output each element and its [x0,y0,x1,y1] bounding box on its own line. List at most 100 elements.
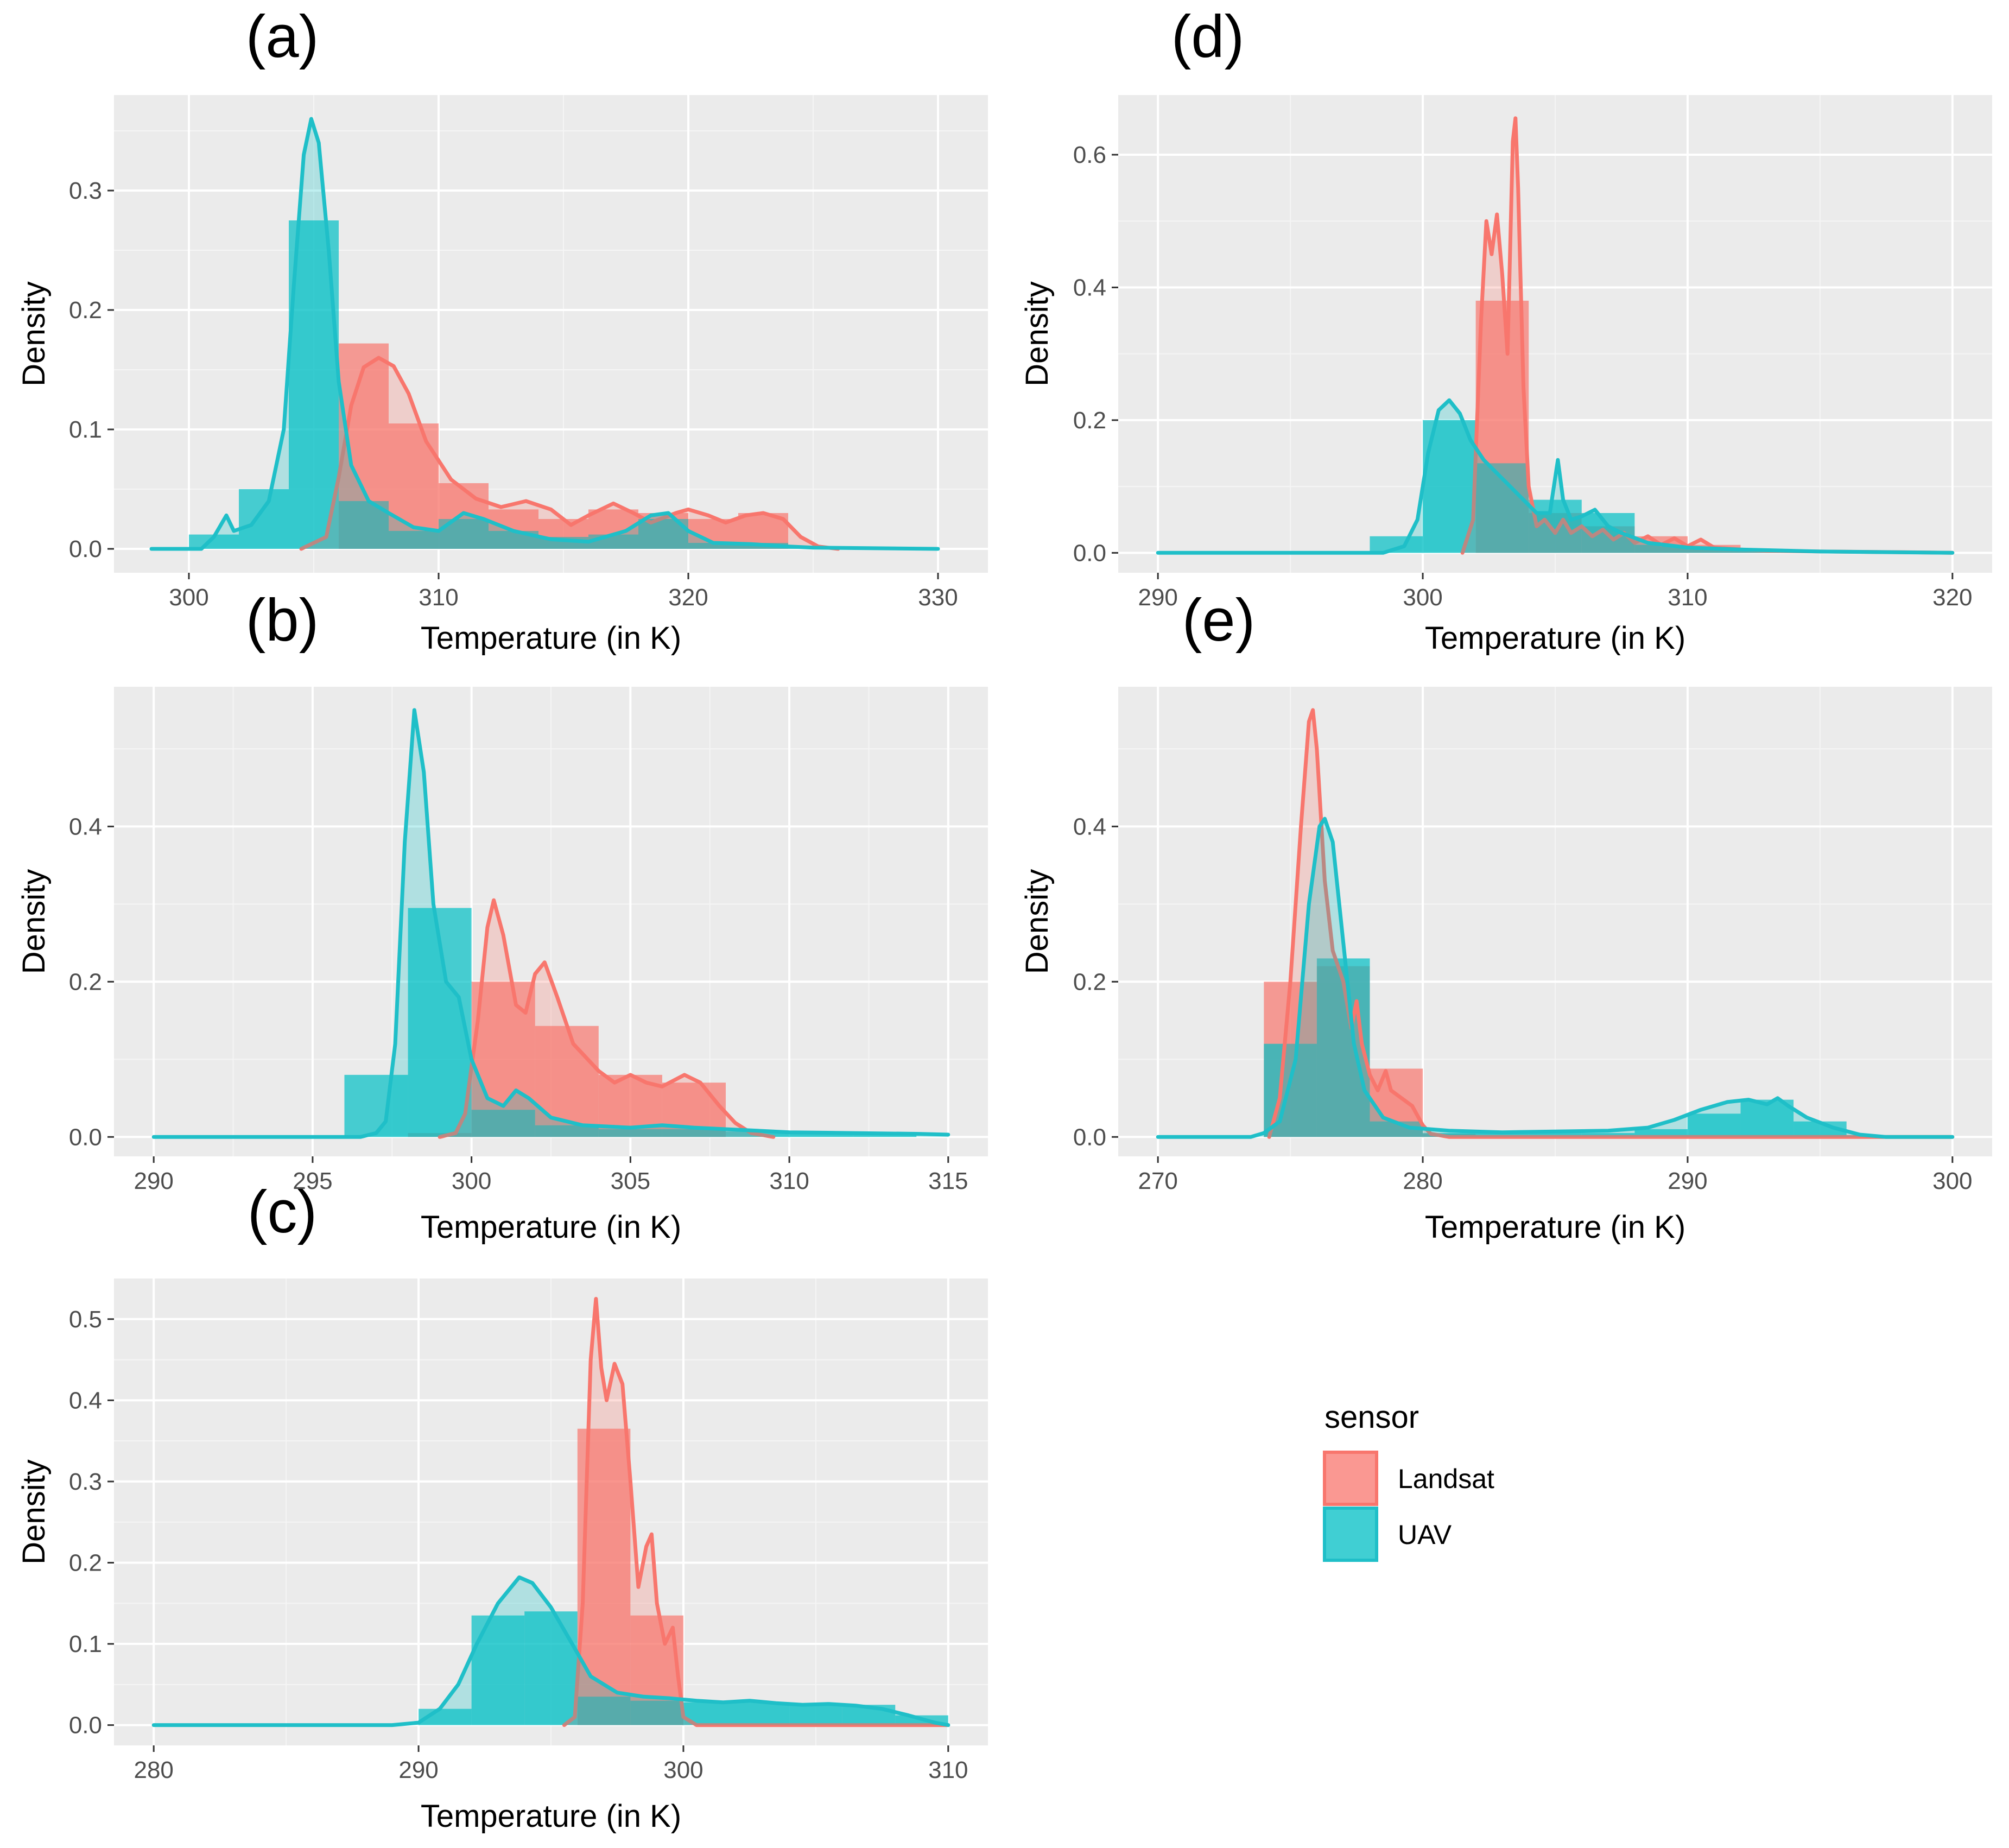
x-tick-label: 320 [668,584,708,611]
x-tick-label: 290 [1138,584,1177,611]
x-tick-label: 290 [398,1757,438,1783]
y-tick-label: 0.0 [69,1124,102,1150]
histogram-bar-uav [1687,549,1741,553]
panel-d: 290 300 310 320 0.0 0.2 0.4 0.6 Temperature (in … [1019,3,1992,656]
panel-b: 290 295 300 305 310 315 0.0 0.2 0.4 Temperature (… [16,587,988,1245]
x-tick-label: 315 [928,1168,968,1194]
y-tick-label: 0.0 [69,536,102,562]
density-area-landsat [301,358,838,549]
y-tick-label: 0.0 [1073,540,1106,566]
x-axis-title: Temperature (in K) [421,621,681,656]
legend-key-landsat [1323,1451,1378,1506]
legend-title: sensor [1324,1400,1419,1435]
histogram-bar-uav [471,1110,535,1137]
panel-label: (e) [1182,587,1255,654]
density-line-landsat [562,1296,950,1727]
panels: 300 310 320 330 0.0 0.1 0.2 0.3 Temperature (in … [16,3,1992,1834]
y-tick-label: 0.4 [69,1387,102,1414]
y-tick-label: 0.2 [69,297,102,324]
panel-a-grid [114,95,988,573]
panel-c: 280 290 300 310 0.0 0.1 0.2 0.3 0.4 0.5 Temperatur… [16,1179,988,1834]
density-line-landsat [1267,708,1955,1139]
x-tick-label: 300 [1403,584,1442,611]
y-tick-label: 0.5 [69,1306,102,1333]
histogram-bar-uav [344,1074,408,1137]
panel-a: 300 310 320 330 0.0 0.1 0.2 0.3 Temperature (in … [16,3,988,656]
x-tick-label: 330 [918,584,958,611]
x-axis-title: Temperature (in K) [1425,1210,1685,1245]
histogram-bar-uav [389,531,439,549]
x-tick-label: 310 [769,1168,809,1194]
y-tick-label: 0.0 [1073,1124,1106,1150]
y-tick-label: 0.4 [69,813,102,840]
density-line-uav [149,117,940,551]
histogram-bar-uav [1529,1133,1582,1137]
y-axis-title: Density [1019,281,1055,386]
histogram-bar-uav [598,1129,662,1137]
histogram-bar-landsat [535,1026,599,1137]
density-line-uav [1156,817,1955,1139]
x-axis-title: Temperature (in K) [421,1210,681,1245]
x-tick-label: 305 [611,1168,650,1194]
histogram-bar-uav [789,1133,853,1137]
histogram-bar-uav [1687,1113,1741,1137]
y-tick-label: 0.2 [69,1549,102,1576]
y-axis-title: Density [16,281,52,386]
histogram-bar-uav [853,1134,917,1137]
density-line-landsat [1460,116,1955,555]
histogram-bar-uav [577,1697,631,1725]
density-area-landsat [1462,118,1953,553]
x-axis-title: Temperature (in K) [1425,621,1685,656]
y-tick-label: 0.6 [1073,142,1106,168]
histogram-bar-uav [789,1705,842,1725]
y-tick-label: 0.1 [69,1631,102,1657]
histogram-bar-uav [524,1611,578,1725]
y-axis-title: Density [1019,869,1055,974]
x-axis-title: Temperature (in K) [421,1799,681,1834]
panel-e: 270 280 290 300 0.0 0.2 0.4 Temperature (in K) D… [1019,587,1992,1245]
x-tick-label: 270 [1138,1168,1177,1194]
x-tick-label: 295 [293,1168,332,1194]
x-tick-label: 320 [1932,584,1972,611]
density-area-uav [151,119,938,549]
x-tick-label: 290 [1668,1168,1707,1194]
x-tick-label: 310 [1668,584,1707,611]
legend-key-uav [1323,1507,1378,1562]
panel-label: (a) [246,3,319,70]
density-line-uav [151,1575,950,1727]
histogram-bar-uav [588,534,638,549]
panel-label: (d) [1171,3,1244,70]
y-tick-label: 0.1 [69,416,102,443]
y-axis-title: Density [16,1459,52,1564]
legend-label-uav: UAV [1398,1520,1452,1550]
histogram-bar-uav [688,543,738,549]
histogram-bar-uav [630,1700,683,1725]
legend: sensor Landsat UAV [1323,1400,1494,1562]
y-tick-label: 0.0 [69,1712,102,1739]
x-tick-label: 290 [134,1168,173,1194]
x-tick-label: 310 [928,1757,968,1783]
density-line-uav [1156,398,1955,555]
histogram-bar-uav [239,489,289,549]
x-tick-label: 300 [663,1757,703,1783]
histogram-bar-uav [662,1129,726,1137]
y-tick-label: 0.2 [69,969,102,995]
panel-label: (b) [246,587,319,654]
y-tick-label: 0.3 [69,178,102,204]
y-axis-title: Density [16,869,52,974]
density-line-uav [151,708,950,1139]
histogram-bar-uav [736,1702,790,1725]
y-tick-label: 0.4 [1073,813,1106,840]
density-area-landsat [1269,710,1953,1137]
density-area-uav [154,1577,948,1725]
legend-label-landsat: Landsat [1398,1464,1494,1494]
density-area-uav [1158,400,1953,553]
y-tick-label: 0.4 [1073,274,1106,301]
x-tick-label: 310 [419,584,458,611]
histogram-bar-uav [1475,1133,1529,1137]
x-tick-label: 300 [452,1168,491,1194]
histogram-bar-uav [535,1125,599,1137]
y-tick-label: 0.3 [69,1469,102,1495]
y-tick-label: 0.2 [1073,969,1106,995]
